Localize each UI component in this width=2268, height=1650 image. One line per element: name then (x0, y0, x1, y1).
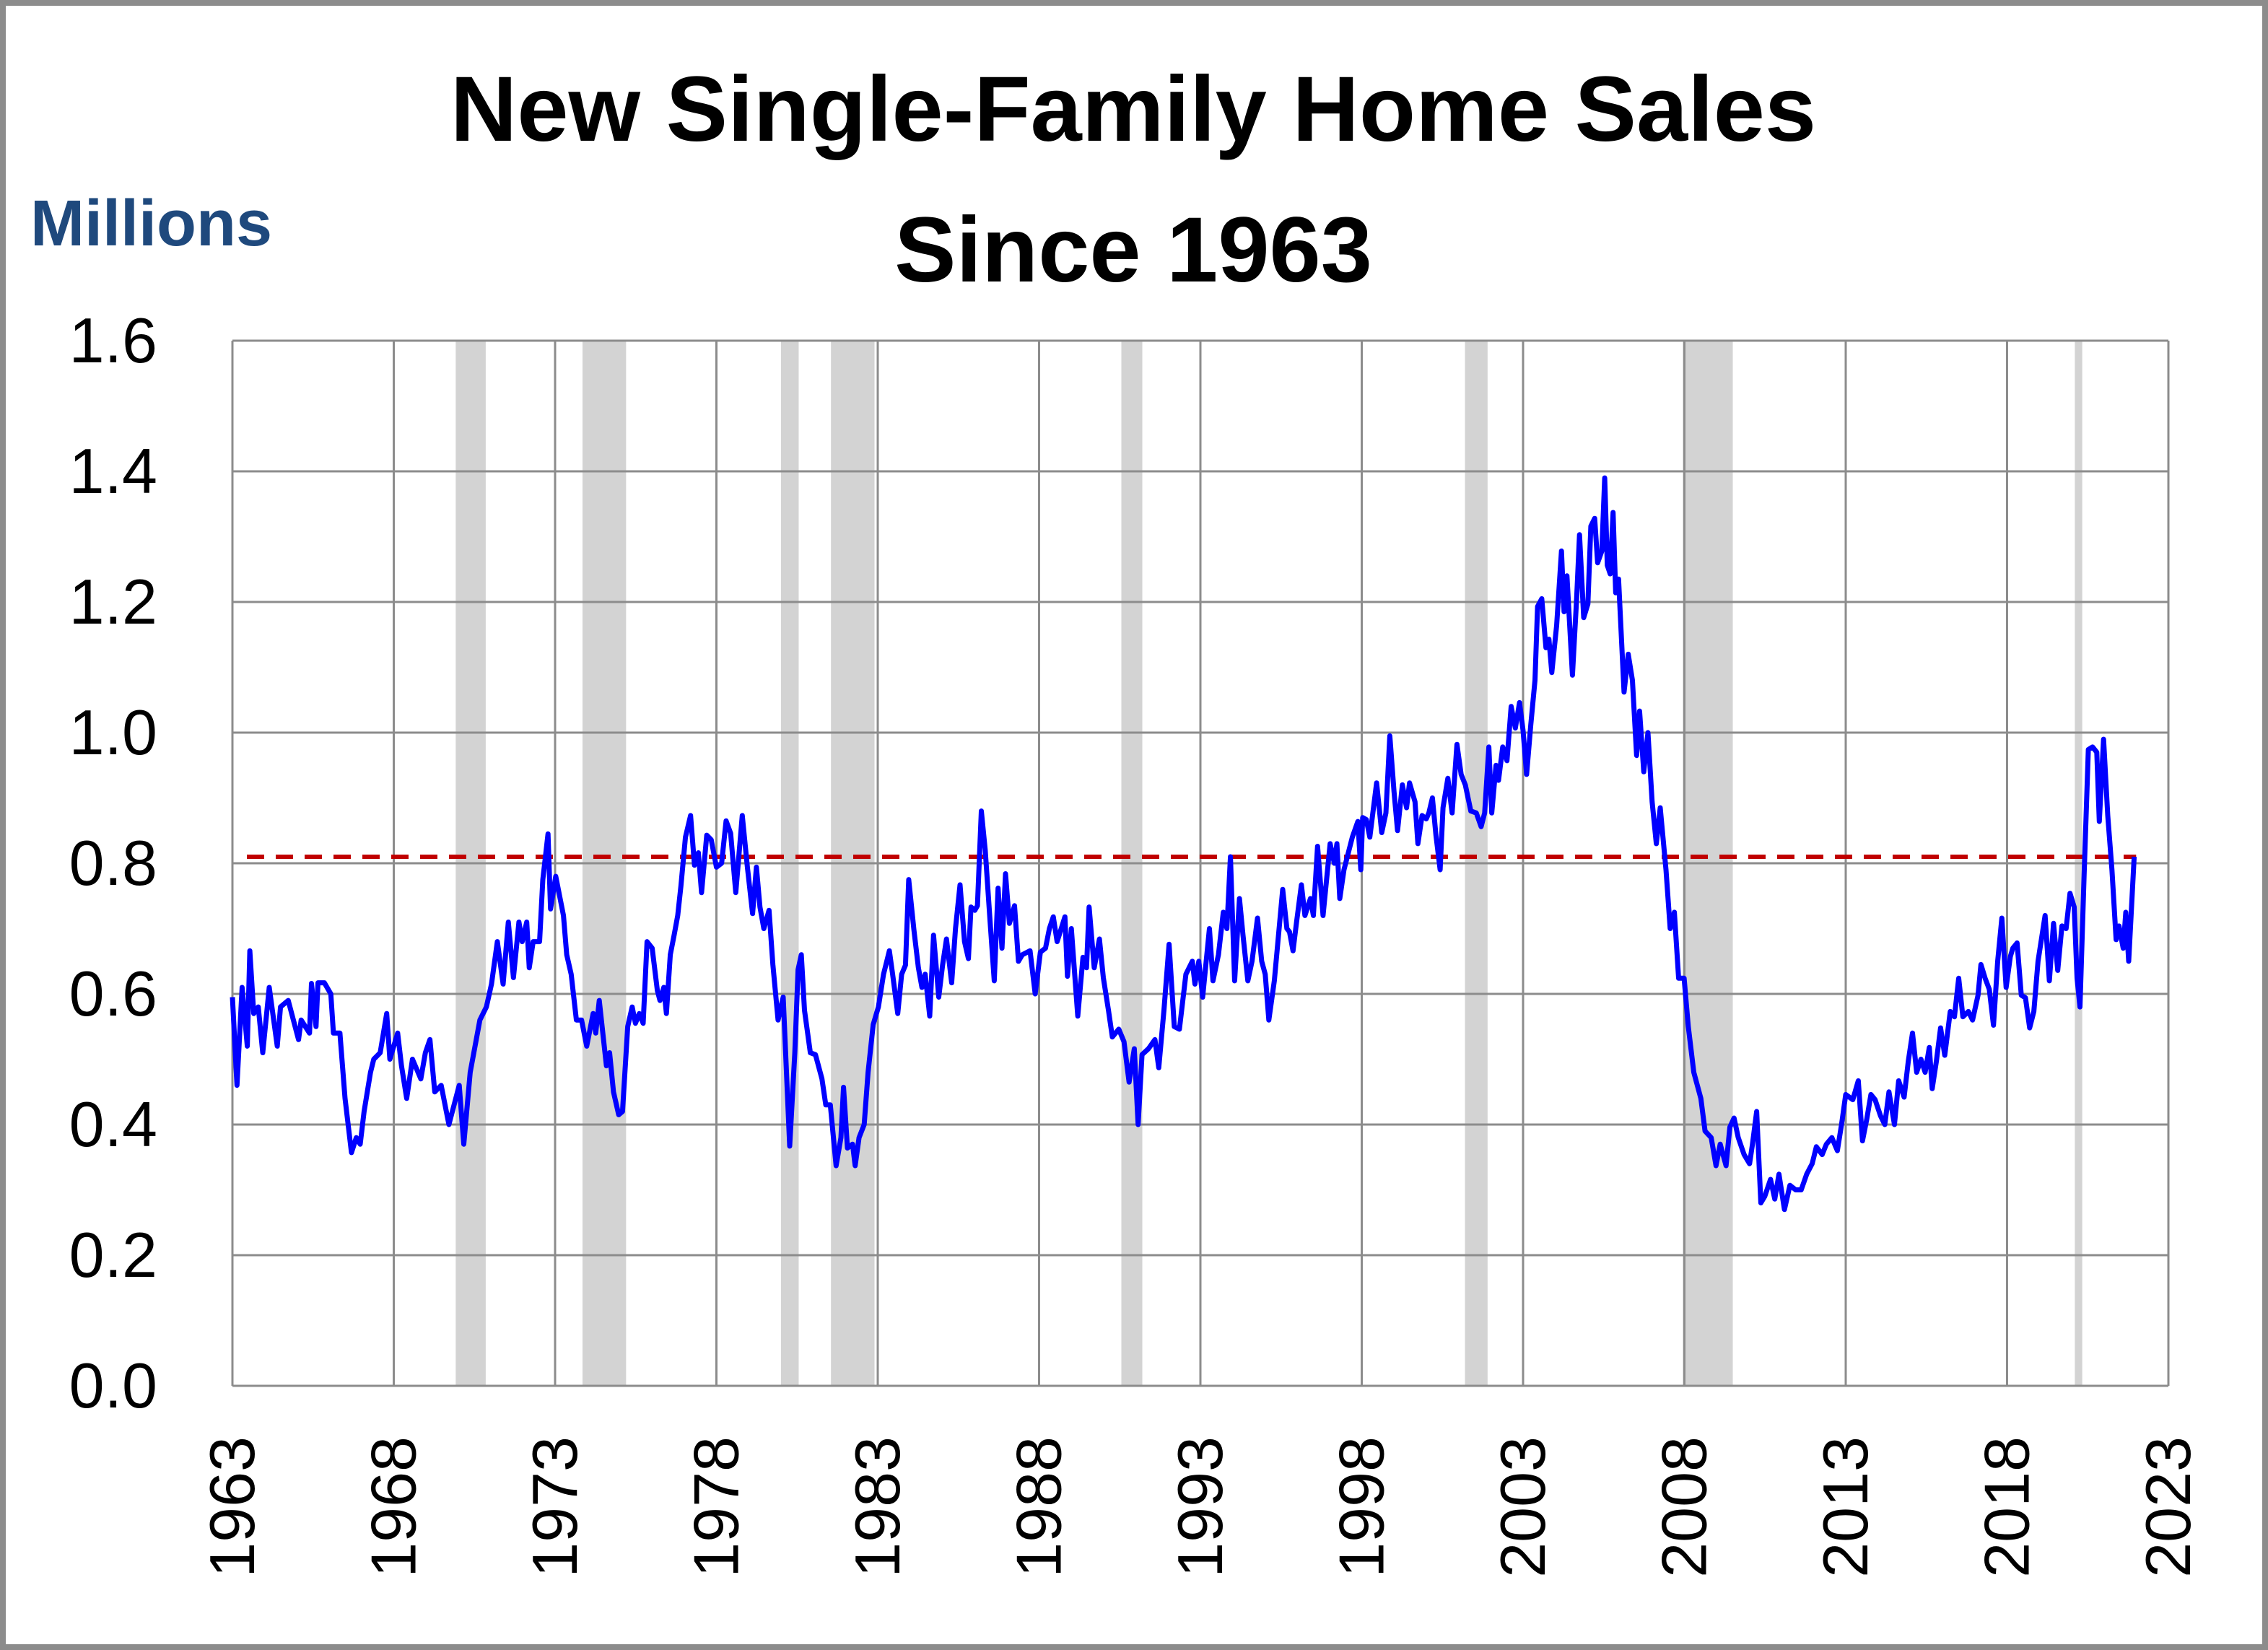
y-axis-unit-label: Millions (30, 188, 272, 260)
x-tick-label: 1963 (196, 1436, 268, 1578)
y-tick-label: 1.6 (69, 305, 157, 376)
x-tick-label: 1998 (1326, 1436, 1397, 1578)
x-tick-label: 2018 (1971, 1436, 2043, 1578)
x-tick-label: 2008 (1649, 1436, 1720, 1578)
chart-title-line-2: Since 1963 (894, 198, 1372, 302)
x-tick-label: 1983 (842, 1436, 913, 1578)
x-tick-label: 2003 (1487, 1436, 1558, 1578)
y-tick-label: 0.6 (69, 958, 157, 1029)
x-tick-label: 1993 (1164, 1436, 1236, 1578)
x-tick-label: 2013 (1810, 1436, 1881, 1578)
x-tick-label: 1968 (358, 1436, 429, 1578)
x-tick-label: 1973 (519, 1436, 590, 1578)
y-tick-label: 1.4 (69, 435, 157, 507)
y-tick-label: 1.0 (69, 697, 157, 768)
y-tick-label: 0.2 (69, 1219, 157, 1291)
y-axis-ticks: 0.0 0.2 0.4 0.6 0.8 1.0 1.2 1.4 1.6 (69, 305, 157, 1421)
x-tick-label: 2023 (2132, 1436, 2204, 1578)
chart-title-line-1: New Single-Family Home Sales (450, 58, 1816, 161)
home-sales-series-line (230, 475, 2137, 1213)
y-tick-label: 0.8 (69, 827, 157, 899)
y-tick-label: 0.4 (69, 1088, 157, 1160)
x-axis-ticks: 1963 1968 1973 1978 1983 1988 1993 1998 2003 2008… (196, 1436, 2204, 1578)
y-tick-label: 0.0 (69, 1350, 157, 1421)
gridlines (231, 339, 2170, 1387)
x-tick-label: 1978 (681, 1436, 752, 1578)
x-tick-label: 1988 (1003, 1436, 1075, 1578)
y-tick-label: 1.2 (69, 566, 157, 637)
